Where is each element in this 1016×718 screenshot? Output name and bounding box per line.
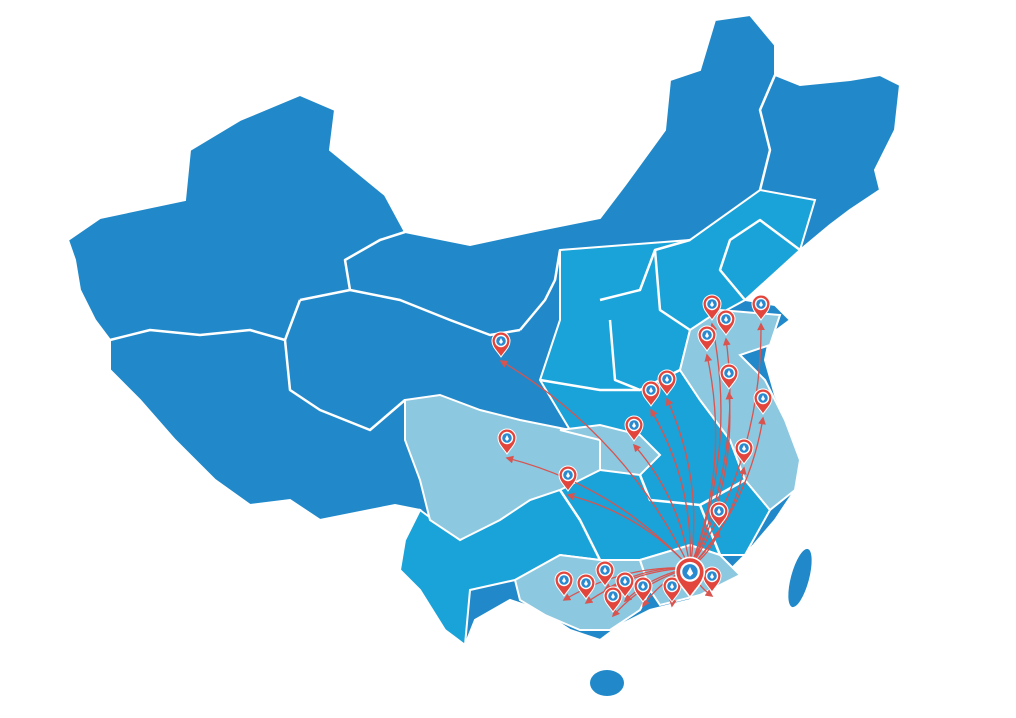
location-pin-icon[interactable] xyxy=(633,576,653,603)
route-arrow xyxy=(689,391,734,569)
location-pin-icon[interactable] xyxy=(709,501,729,528)
location-pin-icon[interactable] xyxy=(719,363,739,390)
route-arrow xyxy=(499,360,691,569)
location-pin-icon[interactable] xyxy=(697,325,717,352)
province-border xyxy=(343,230,406,291)
province-border xyxy=(758,74,777,191)
location-pin-icon[interactable] xyxy=(603,586,623,613)
location-pin-icon[interactable] xyxy=(641,380,661,407)
province-border xyxy=(698,504,722,556)
route-arrow xyxy=(505,455,691,569)
province-border xyxy=(519,249,562,331)
location-pin-icon[interactable] xyxy=(624,415,644,442)
province-border xyxy=(283,339,406,432)
regions xyxy=(66,13,902,696)
location-pin-icon[interactable] xyxy=(662,576,682,603)
province-border xyxy=(109,299,302,342)
location-pin-icon[interactable] xyxy=(702,294,722,321)
region-hainan xyxy=(590,670,624,696)
province-border xyxy=(653,249,691,332)
hub-location-pin-icon[interactable] xyxy=(674,556,706,599)
route-arrow xyxy=(666,397,695,569)
location-pin-icon[interactable] xyxy=(554,570,574,597)
province-border xyxy=(638,474,746,507)
province-border xyxy=(718,218,801,301)
route-arrow xyxy=(689,353,717,569)
province-border xyxy=(599,238,691,302)
location-pin-icon[interactable] xyxy=(576,573,596,600)
location-pin-icon[interactable] xyxy=(734,438,754,465)
location-pin-icon[interactable] xyxy=(753,388,773,415)
province-borders xyxy=(109,74,801,561)
route-arrow xyxy=(650,408,692,569)
location-pin-icon[interactable] xyxy=(702,566,722,593)
location-pin-icon[interactable] xyxy=(497,428,517,455)
route-arrow xyxy=(632,443,691,569)
location-pin-icon[interactable] xyxy=(558,465,578,492)
route-arrow xyxy=(689,466,747,569)
location-pin-icon[interactable] xyxy=(657,369,677,396)
location-pin-icon[interactable] xyxy=(491,331,511,358)
region-taiwan xyxy=(788,548,812,608)
location-pin-icon[interactable] xyxy=(716,309,736,336)
location-pin-icon[interactable] xyxy=(595,560,615,587)
location-pin-icon[interactable] xyxy=(751,294,771,321)
location-markers xyxy=(491,294,773,613)
province-border xyxy=(539,378,640,392)
